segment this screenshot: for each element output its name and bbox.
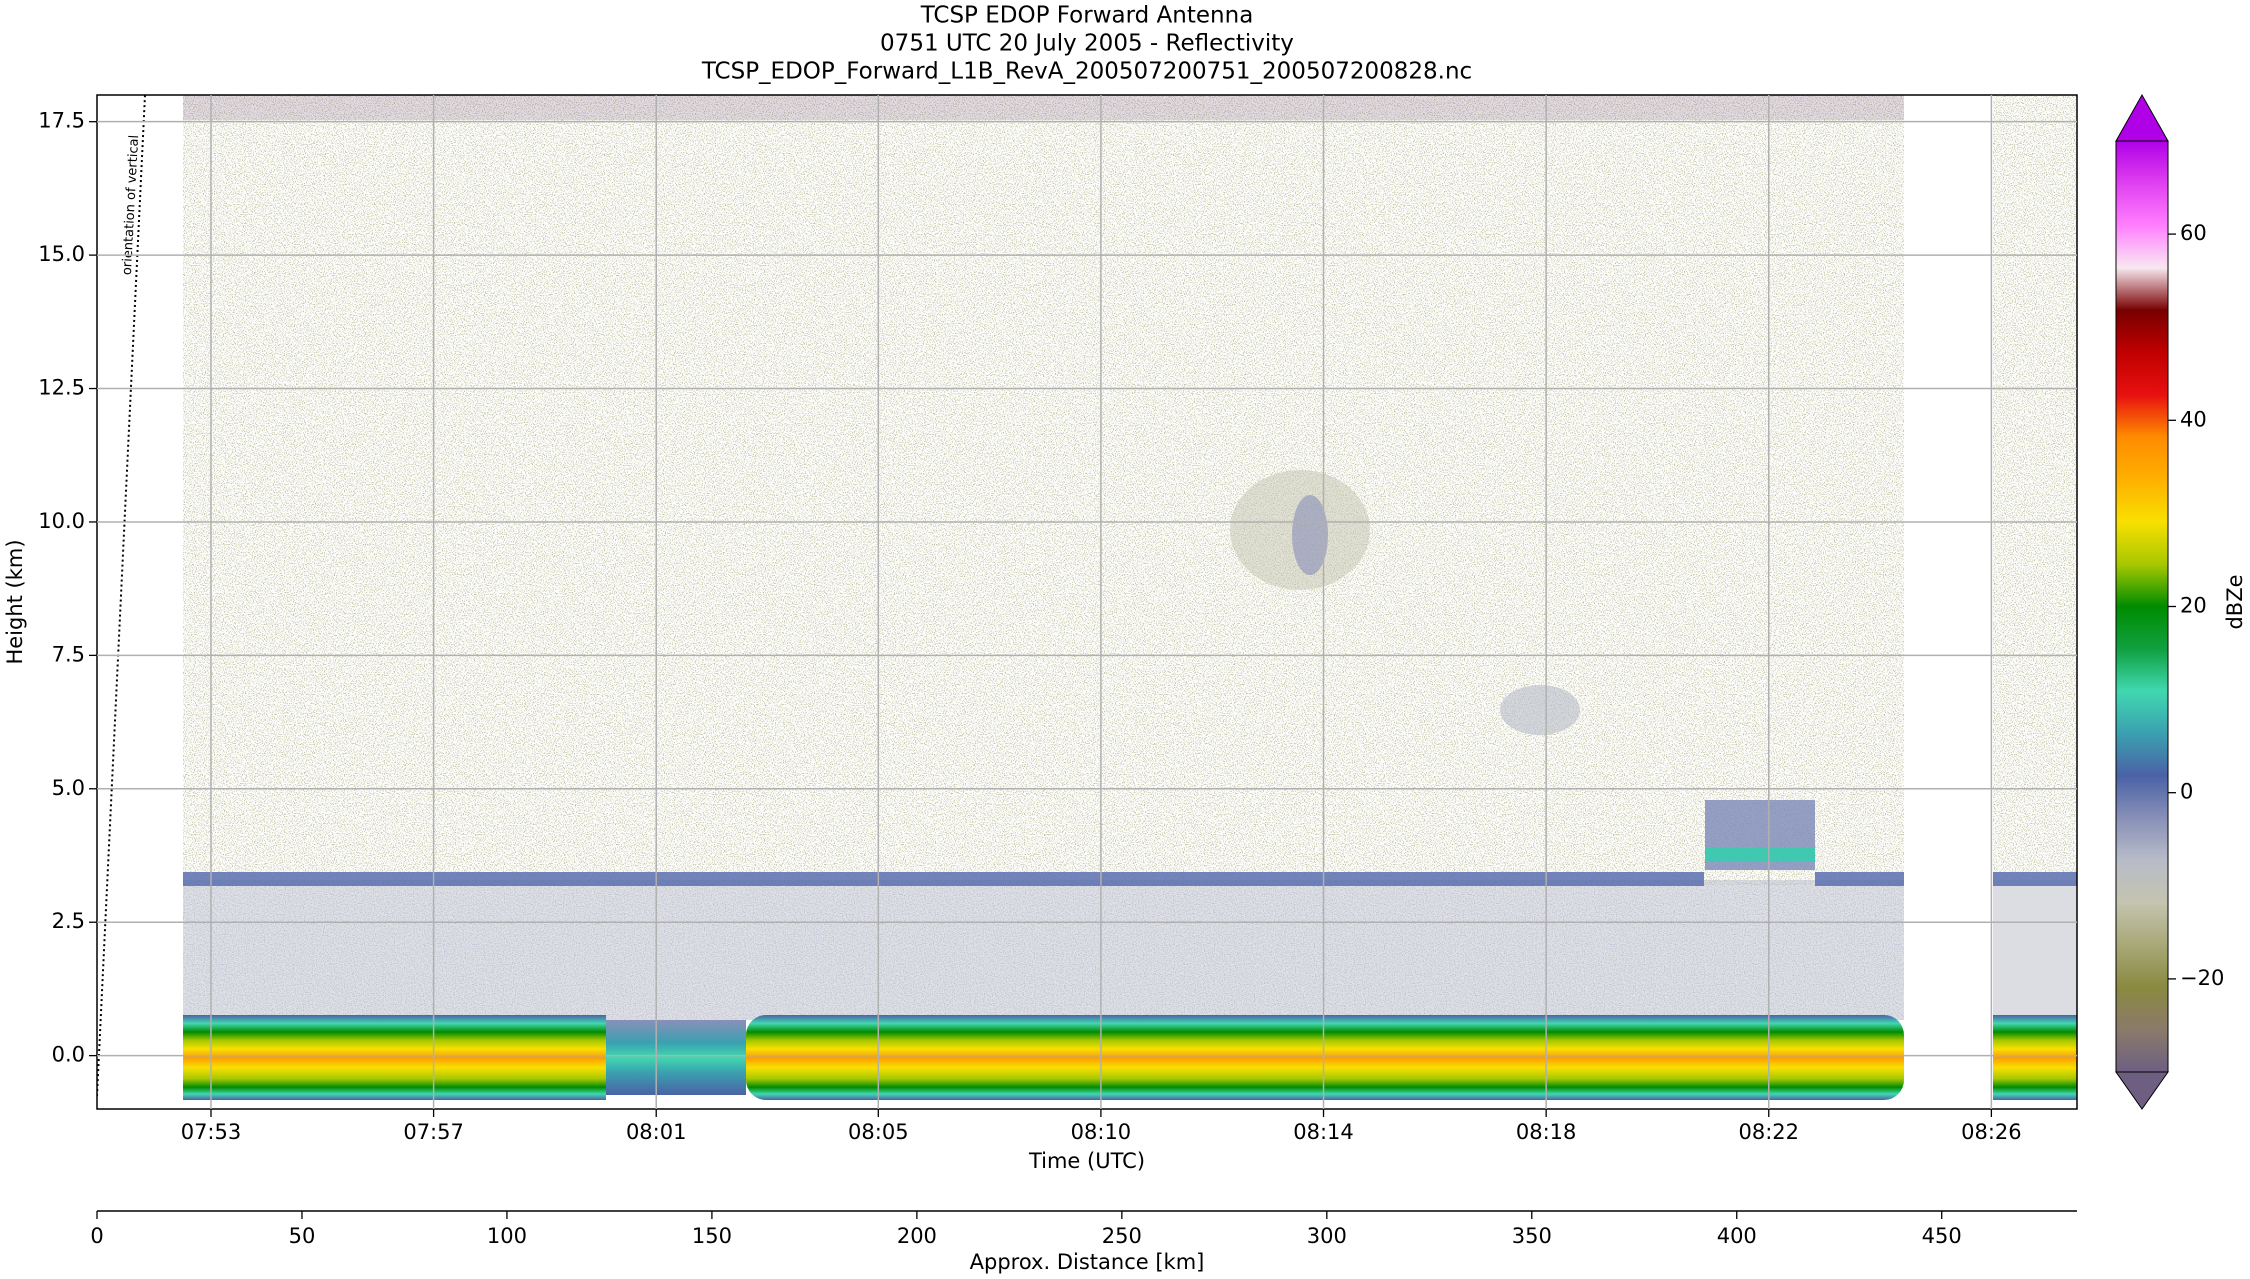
cloud-echo (1292, 495, 1328, 575)
x2-axis-label: Approx. Distance [km] (970, 1250, 1205, 1274)
surface-band (1993, 1015, 2077, 1100)
chart-title: TCSP_EDOP_Forward_L1B_RevA_200507200751_… (701, 59, 1472, 85)
x2-tick-label: 250 (1102, 1224, 1142, 1248)
x-axis-label: Time (UTC) (1028, 1149, 1145, 1173)
melting-layer (1815, 872, 1904, 886)
x2-tick-label: 100 (487, 1224, 527, 1248)
x-tick-label: 08:22 (1738, 1120, 1799, 1144)
y-tick-label: 10.0 (38, 509, 85, 533)
y-axis-label: Height (km) (3, 539, 27, 664)
layer-noise (183, 880, 1904, 1020)
convective-echo (1705, 848, 1815, 862)
x2-tick-label: 0 (90, 1224, 103, 1248)
x2-tick-label: 200 (897, 1224, 937, 1248)
colorbar-tick-label: −20 (2180, 966, 2224, 990)
noise-top (183, 95, 1904, 120)
plot-frame (96, 94, 2078, 1110)
surface-band (183, 1015, 606, 1100)
y-tick-label: 5.0 (52, 776, 85, 800)
y-tick-label: 15.0 (38, 242, 85, 266)
layer-haze (183, 880, 1904, 1020)
y-tick-label: 0.0 (52, 1043, 85, 1067)
noise-field (183, 95, 1904, 885)
x2-tick-label: 50 (289, 1224, 316, 1248)
cloud-echo (1500, 685, 1580, 735)
x-tick-label: 08:10 (1071, 1120, 1132, 1144)
colorbar-tick-label: 20 (2180, 594, 2207, 618)
x-tick-label: 07:57 (403, 1120, 464, 1144)
colorbar-label: dBZe (2223, 574, 2247, 629)
x2-tick-label: 350 (1512, 1224, 1552, 1248)
x-tick-label: 07:53 (181, 1120, 242, 1144)
y-tick-label: 7.5 (52, 642, 85, 666)
colorbar-tick-label: 0 (2180, 780, 2193, 804)
colorbar-tick-label: 40 (2180, 407, 2207, 431)
colorbar-extend-min (2115, 1071, 2169, 1110)
radar-image (97, 95, 2077, 1100)
y-tick-label: 17.5 (38, 109, 85, 133)
melting-layer (183, 872, 1704, 886)
x-tick-label: 08:18 (1516, 1120, 1577, 1144)
y-tick-label: 12.5 (38, 376, 85, 400)
x2-tick-label: 400 (1717, 1224, 1757, 1248)
colorbar (2116, 141, 2168, 1072)
chart-title: TCSP EDOP Forward Antenna (920, 3, 1254, 29)
x2-tick-label: 300 (1307, 1224, 1347, 1248)
chart-title: 0751 UTC 20 July 2005 - Reflectivity (880, 31, 1294, 57)
x2-tick-label: 450 (1922, 1224, 1962, 1248)
colorbar-tick-label: 60 (2180, 221, 2207, 245)
x-tick-label: 08:05 (848, 1120, 909, 1144)
x2-tick-label: 150 (692, 1224, 732, 1248)
x-tick-label: 08:01 (626, 1120, 687, 1144)
annotation: orientation of vertical (120, 135, 142, 276)
x-tick-label: 08:26 (1961, 1120, 2022, 1144)
layer-haze (1993, 880, 2077, 1020)
noise-field (1993, 95, 2077, 885)
colorbar-extend-max (2115, 93, 2169, 142)
y-tick-label: 2.5 (52, 909, 85, 933)
x-tick-label: 08:14 (1293, 1120, 1354, 1144)
surface-band (746, 1015, 1904, 1100)
vertical-guide (97, 95, 146, 1097)
melting-layer (1993, 872, 2077, 886)
surface-band (606, 1020, 746, 1095)
